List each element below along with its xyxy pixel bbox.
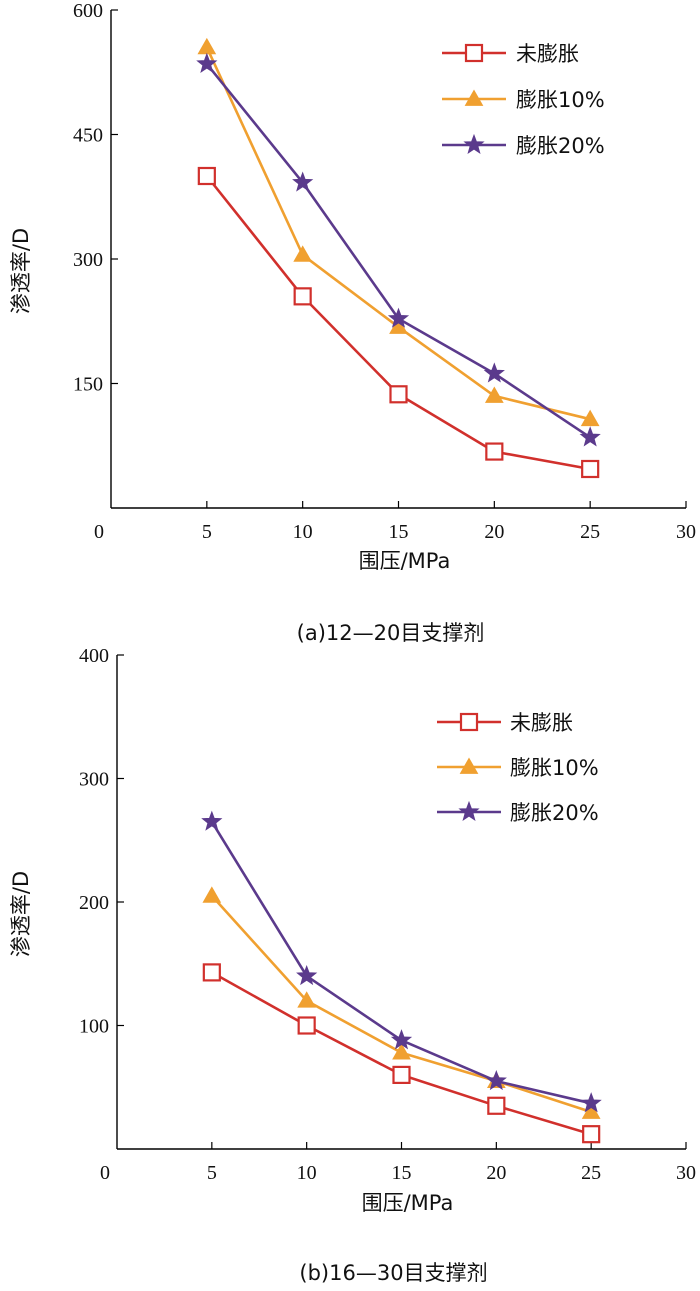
data-point — [579, 426, 601, 447]
data-point — [293, 245, 313, 262]
y-tick-label: 400 — [79, 645, 109, 667]
legend-label: 膨胀20% — [510, 801, 599, 825]
legend-entry: 膨胀20% — [437, 800, 599, 825]
x-tick-label: 5 — [207, 1162, 217, 1184]
data-point — [297, 991, 317, 1008]
x-tick-label: 20 — [486, 1162, 506, 1184]
y-axis-title: 渗透率/D — [9, 871, 33, 957]
data-point — [392, 1065, 411, 1085]
x-axis-title: 围压/MPa — [362, 1191, 454, 1215]
data-point — [485, 1069, 507, 1091]
data-point — [197, 166, 216, 186]
legend-entry: 膨胀10% — [437, 756, 599, 780]
origin-tick-label: 0 — [94, 521, 104, 543]
data-point — [390, 1029, 413, 1050]
legend-label: 膨胀10% — [510, 756, 599, 780]
data-point — [293, 287, 312, 306]
data-point — [580, 1092, 602, 1113]
chart-b: 100 200 300 400 0 5 10 15 20 25 30 围压/MPa 渗透率/D (b)16… — [9, 645, 696, 1285]
data-point — [389, 385, 408, 404]
chart-caption: (b)16—30目支撑剂 — [299, 1261, 487, 1285]
legend-label: 膨胀20% — [516, 134, 605, 158]
legend-entry: 未膨胀 — [442, 42, 579, 66]
x-tick-label: 10 — [297, 1162, 317, 1184]
x-tick-label: 15 — [389, 521, 409, 543]
legend-entry: 膨胀20% — [442, 133, 605, 158]
legend-label: 未膨胀 — [516, 42, 579, 66]
x-tick-label: 30 — [676, 1162, 696, 1184]
series-2 — [201, 810, 602, 1113]
legend-label: 未膨胀 — [510, 711, 573, 735]
data-point — [387, 307, 410, 328]
legend-marker — [459, 712, 479, 732]
x-tick-label: 30 — [676, 521, 696, 543]
data-point — [197, 37, 217, 55]
origin-tick-label: 0 — [100, 1162, 110, 1184]
data-point — [297, 1016, 316, 1035]
series-line — [205, 63, 591, 439]
data-point — [392, 1043, 411, 1060]
y-axis-title: 渗透率/D — [9, 228, 33, 314]
x-tick-label: 25 — [581, 1162, 601, 1184]
x-axis-title: 围压/MPa — [359, 549, 451, 573]
y-tick-label: 300 — [73, 249, 103, 271]
series-2 — [196, 52, 601, 447]
legend-marker — [464, 43, 484, 63]
data-point — [485, 442, 504, 461]
legend-entry: 未膨胀 — [437, 711, 573, 735]
y-tick-label: 150 — [73, 374, 103, 396]
data-point — [296, 964, 318, 986]
series-line — [210, 821, 592, 1105]
chart-caption: (a)12—20目支撑剂 — [297, 621, 485, 645]
legend-marker — [464, 89, 484, 106]
data-point — [580, 409, 600, 427]
y-tick-label: 450 — [73, 125, 103, 147]
x-tick-label: 20 — [484, 521, 504, 543]
chart-a: 150 300 450 600 0 5 10 15 20 25 30 围压/MPa 渗透率/D (a)12… — [9, 0, 696, 645]
legend-entry: 膨胀10% — [442, 88, 605, 112]
legend-marker — [459, 757, 479, 774]
x-tick-label: 25 — [580, 521, 600, 543]
legend-label: 膨胀10% — [516, 88, 605, 112]
data-point — [201, 810, 223, 831]
y-tick-label: 300 — [79, 769, 109, 791]
data-point — [484, 386, 504, 403]
legend-marker — [463, 133, 485, 155]
data-point — [202, 963, 221, 982]
data-point — [582, 1125, 601, 1144]
data-point — [292, 171, 314, 192]
y-tick-label: 100 — [79, 1016, 109, 1038]
y-tick-label: 200 — [79, 892, 109, 914]
series-1 — [197, 37, 600, 427]
data-point — [196, 52, 218, 73]
x-tick-label: 15 — [392, 1162, 412, 1184]
data-point — [487, 1096, 506, 1115]
data-point — [581, 1102, 601, 1119]
data-point — [202, 886, 222, 903]
x-tick-label: 10 — [293, 521, 313, 543]
legend-marker — [458, 800, 480, 822]
data-point — [483, 362, 505, 383]
series-0 — [197, 166, 600, 479]
y-tick-label: 600 — [73, 0, 103, 22]
series-0 — [202, 963, 601, 1144]
data-point — [581, 459, 600, 479]
x-tick-label: 5 — [202, 521, 212, 543]
